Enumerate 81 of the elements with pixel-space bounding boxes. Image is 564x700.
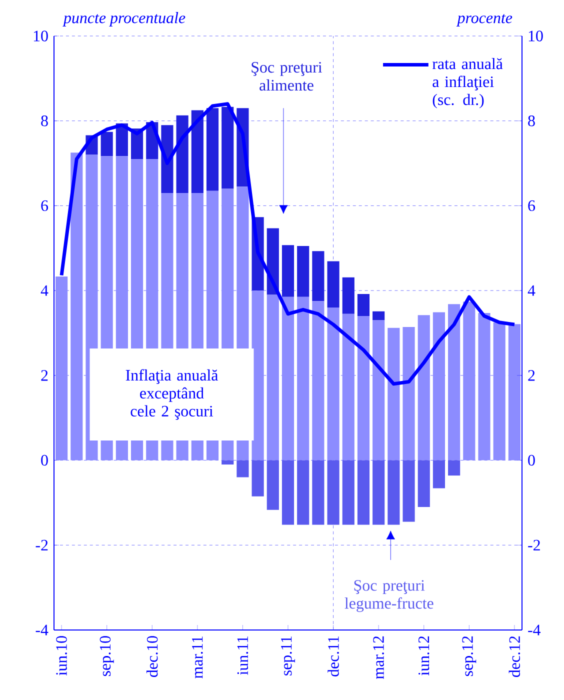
series-label: Inflaţia anuală exceptând cele 2 şocuri bbox=[126, 369, 218, 420]
bar bbox=[357, 460, 370, 525]
bar bbox=[448, 460, 460, 476]
y-tick-label: 6 bbox=[41, 200, 48, 212]
bar bbox=[176, 115, 188, 193]
x-tick-label: iun.12 bbox=[418, 636, 430, 676]
bar bbox=[70, 152, 83, 460]
bar bbox=[56, 276, 68, 460]
bar bbox=[372, 311, 385, 320]
y2-tick-label: -4 bbox=[528, 624, 541, 636]
y2-tick-label: 8 bbox=[528, 115, 535, 126]
y2-tick-label: 2 bbox=[528, 370, 535, 381]
x-tick-label: mar.11 bbox=[192, 636, 203, 678]
bar bbox=[402, 327, 415, 460]
x-tick-label: dec.11 bbox=[328, 636, 339, 676]
bar bbox=[388, 460, 400, 525]
y2-tick-label: 0 bbox=[528, 454, 535, 466]
series-label: Şoc preţuri alimente bbox=[252, 62, 322, 91]
bar bbox=[222, 106, 234, 189]
bar bbox=[312, 460, 324, 525]
bar bbox=[463, 302, 476, 460]
bar bbox=[372, 460, 385, 525]
y-tick-label: -4 bbox=[36, 624, 48, 636]
y-tick-label: 0 bbox=[41, 454, 48, 466]
bar bbox=[327, 460, 340, 525]
bar bbox=[252, 460, 264, 496]
bar bbox=[312, 251, 324, 302]
bar bbox=[266, 460, 279, 510]
x-tick-label: dec.12 bbox=[508, 636, 520, 677]
bar bbox=[222, 460, 234, 465]
bar bbox=[191, 110, 204, 193]
bar bbox=[478, 313, 490, 460]
bar bbox=[432, 312, 446, 460]
x-tick-label: sep.11 bbox=[281, 636, 295, 676]
y-axis-title: puncte procentuale bbox=[62, 12, 186, 26]
y2-tick-label: 10 bbox=[528, 30, 543, 42]
bar bbox=[357, 294, 370, 316]
bar bbox=[418, 315, 430, 460]
y-tick-label: 10 bbox=[34, 30, 48, 42]
bar bbox=[327, 261, 340, 308]
bar bbox=[297, 460, 310, 525]
y2-axis-title: procente bbox=[456, 14, 512, 26]
bar bbox=[327, 308, 340, 460]
bar bbox=[312, 301, 324, 460]
x-tick-label: iun.10 bbox=[56, 636, 67, 676]
y-tick-label: 4 bbox=[40, 285, 48, 296]
bar bbox=[493, 322, 506, 460]
bar bbox=[297, 246, 310, 297]
text: Şoc preţuri legume-fructe bbox=[344, 580, 434, 612]
bar bbox=[357, 316, 370, 460]
x-tick-label: sep.10 bbox=[100, 636, 114, 676]
legend-label: rata anuală a inflaţiei (sc. dr.) bbox=[432, 58, 503, 108]
bar bbox=[100, 132, 113, 156]
bar bbox=[448, 304, 460, 460]
bar bbox=[206, 108, 219, 191]
x-tick-label: dec.10 bbox=[146, 636, 158, 677]
bar bbox=[508, 324, 520, 460]
bar bbox=[342, 460, 354, 525]
bar bbox=[282, 245, 294, 297]
y-tick-label: 2 bbox=[41, 370, 48, 381]
bar bbox=[236, 460, 249, 478]
y-tick-label: 8 bbox=[41, 115, 48, 126]
y2-tick-label: 6 bbox=[528, 200, 536, 212]
x-tick-label: iun.11 bbox=[237, 636, 248, 675]
bar bbox=[282, 296, 294, 460]
bar bbox=[252, 290, 264, 460]
bar bbox=[282, 460, 294, 525]
x-tick-label: mar.12 bbox=[373, 636, 384, 680]
x-tick-label: sep.12 bbox=[462, 636, 476, 676]
bar bbox=[418, 460, 430, 507]
y-tick-label: -2 bbox=[36, 540, 48, 550]
bar bbox=[432, 460, 446, 488]
y2-tick-label: -2 bbox=[528, 540, 540, 550]
bar bbox=[297, 296, 310, 460]
bar bbox=[388, 328, 400, 460]
bar bbox=[342, 314, 354, 460]
y2-tick-label: 4 bbox=[528, 285, 536, 296]
bar bbox=[266, 294, 279, 460]
bar bbox=[402, 460, 415, 522]
bar bbox=[342, 277, 354, 314]
bar bbox=[372, 320, 385, 460]
